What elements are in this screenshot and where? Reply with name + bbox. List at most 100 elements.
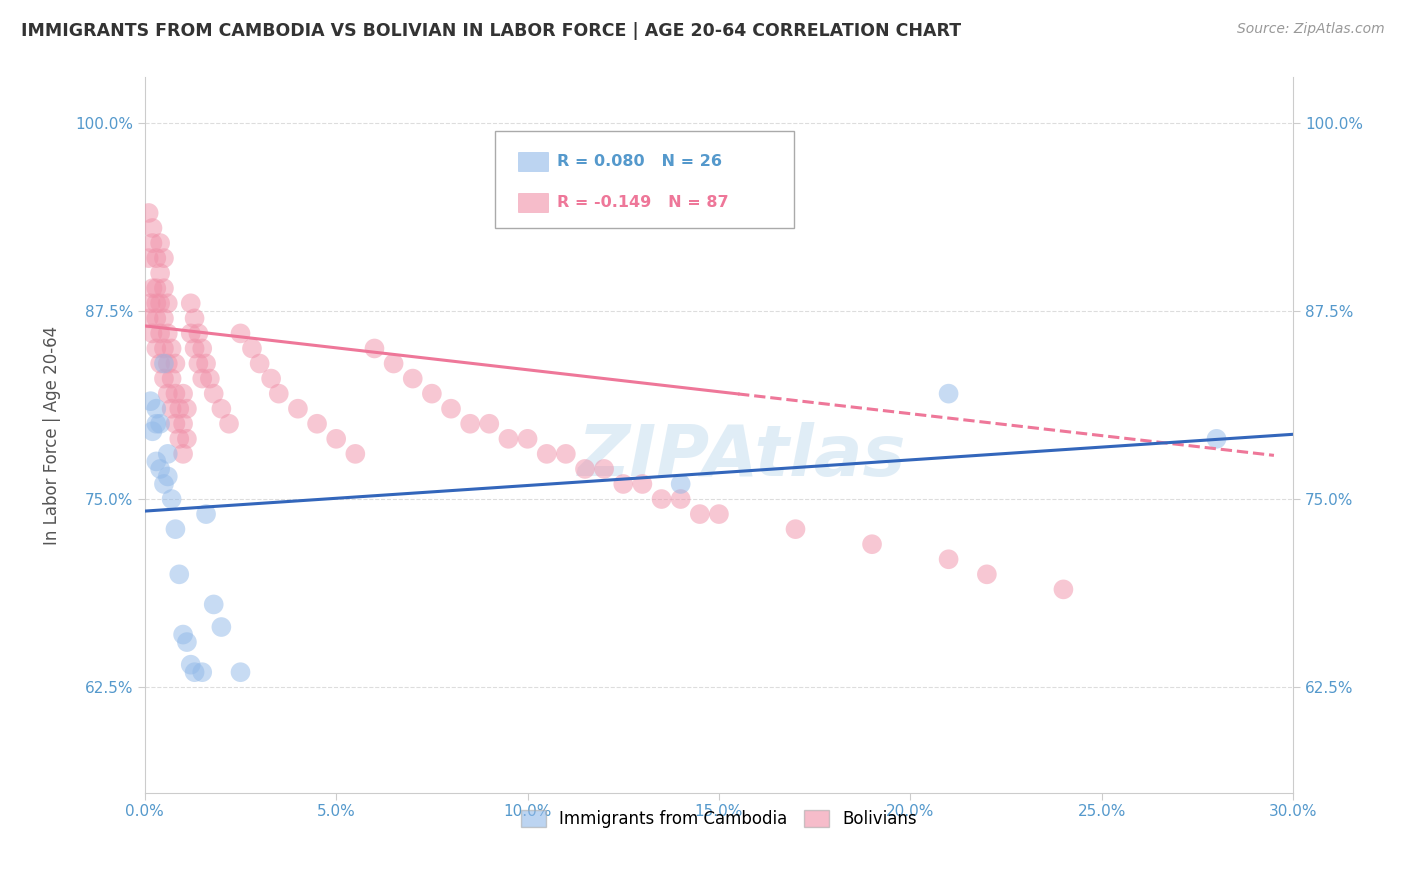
Point (141, 425, 163, 439)
Point (165, 417, 187, 431)
Point (260, 371, 283, 385)
Point (149, 326, 172, 341)
Text: Source: ZipAtlas.com: Source: ZipAtlas.com (1237, 22, 1385, 37)
Point (516, 432, 538, 446)
Point (612, 477, 634, 491)
Point (382, 357, 405, 371)
Point (191, 371, 214, 385)
Point (172, 627, 194, 641)
Point (141, 326, 163, 341)
Point (669, 477, 692, 491)
Point (172, 386, 194, 401)
Point (402, 371, 425, 385)
Point (363, 342, 385, 356)
Point (183, 342, 205, 356)
Point (153, 371, 176, 385)
Point (218, 417, 240, 431)
Text: IMMIGRANTS FROM CAMBODIA VS BOLIVIAN IN LABOR FORCE | AGE 20-64 CORRELATION CHAR: IMMIGRANTS FROM CAMBODIA VS BOLIVIAN IN … (21, 22, 962, 40)
Point (209, 620, 232, 634)
Point (149, 357, 172, 371)
Point (631, 477, 654, 491)
Point (202, 386, 225, 401)
Point (183, 665, 205, 680)
Point (145, 401, 167, 416)
Point (183, 311, 205, 326)
Point (209, 401, 232, 416)
Point (344, 447, 367, 461)
Point (145, 342, 167, 356)
Point (153, 357, 176, 371)
Point (167, 567, 190, 582)
Point (176, 432, 198, 446)
Text: ZIPAtlas: ZIPAtlas (578, 422, 905, 491)
Point (191, 665, 214, 680)
Point (669, 491, 692, 506)
Point (574, 462, 596, 476)
Point (420, 386, 443, 401)
Point (1205, 432, 1227, 446)
Point (187, 326, 209, 341)
Point (141, 235, 163, 250)
Point (153, 281, 176, 295)
Text: R = 0.080   N = 26: R = 0.080 N = 26 (557, 153, 723, 169)
Point (153, 477, 176, 491)
Point (478, 417, 501, 431)
Point (976, 567, 998, 582)
Point (176, 401, 198, 416)
Point (651, 491, 673, 506)
Point (153, 342, 176, 356)
Point (160, 491, 183, 506)
Point (145, 281, 167, 295)
Point (938, 386, 960, 401)
Point (160, 342, 183, 356)
Point (156, 296, 179, 310)
Point (156, 357, 179, 371)
Point (180, 657, 202, 672)
Point (440, 401, 463, 416)
Point (145, 251, 167, 265)
Point (153, 251, 176, 265)
Point (249, 357, 271, 371)
Point (202, 598, 225, 612)
Point (1052, 582, 1074, 597)
FancyBboxPatch shape (517, 193, 548, 211)
Point (860, 537, 883, 551)
Point (165, 357, 187, 371)
Point (149, 296, 172, 310)
FancyBboxPatch shape (495, 131, 793, 227)
Point (191, 342, 214, 356)
Point (325, 432, 347, 446)
Point (240, 342, 263, 356)
Point (156, 447, 179, 461)
Point (160, 401, 183, 416)
FancyBboxPatch shape (517, 152, 548, 170)
Point (156, 326, 179, 341)
Point (267, 386, 290, 401)
Point (149, 266, 172, 280)
Point (138, 251, 160, 265)
Point (149, 235, 172, 250)
Point (554, 447, 576, 461)
Point (141, 281, 163, 295)
Point (180, 296, 202, 310)
Point (156, 386, 179, 401)
Point (195, 357, 218, 371)
Point (938, 552, 960, 566)
Point (229, 326, 252, 341)
Point (145, 311, 167, 326)
Point (498, 432, 520, 446)
Text: R = -0.149   N = 87: R = -0.149 N = 87 (557, 194, 728, 210)
Point (593, 462, 616, 476)
Point (138, 206, 160, 220)
Point (149, 462, 172, 476)
Point (536, 447, 558, 461)
Point (307, 417, 329, 431)
Point (287, 401, 309, 416)
Y-axis label: In Labor Force | Age 20-64: In Labor Force | Age 20-64 (44, 326, 60, 545)
Point (167, 432, 190, 446)
Point (156, 469, 179, 483)
Point (138, 311, 160, 326)
Point (195, 507, 218, 521)
Point (180, 326, 202, 341)
Point (689, 507, 711, 521)
